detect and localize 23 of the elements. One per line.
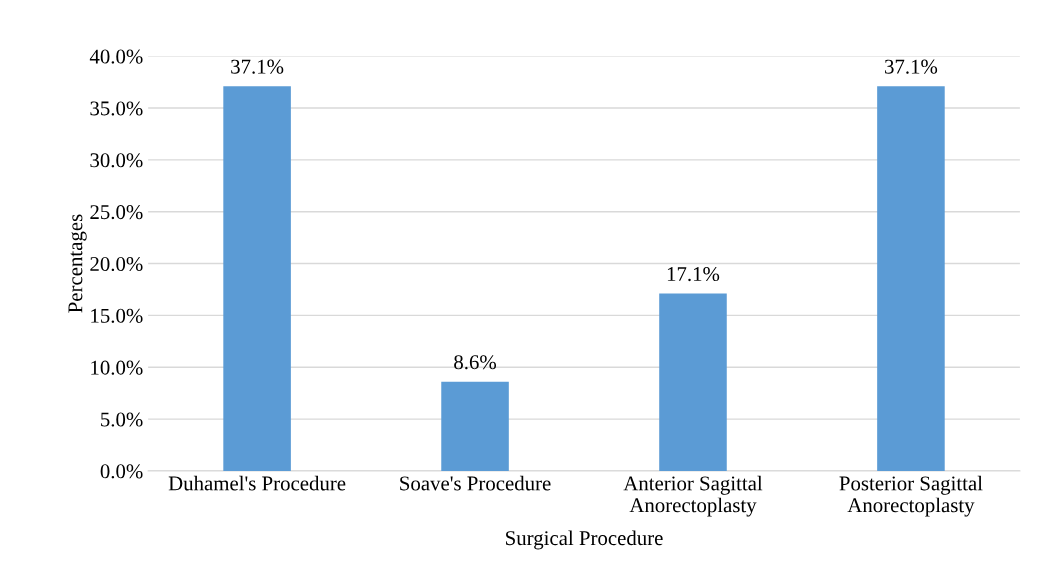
data-label: 8.6% (454, 355, 497, 370)
y-tick-label: 25.0% (90, 205, 143, 220)
data-label: 17.1% (667, 266, 720, 282)
y-tick-label: 0.0% (100, 464, 143, 479)
x-tick-label: Duhamel's Procedure (168, 475, 346, 491)
x-tick-label: Posterior Sagittal Anorectoplasty (839, 475, 983, 517)
y-tick-label: 5.0% (101, 412, 143, 427)
data-label: 37.1% (885, 59, 938, 74)
x-tick-label: Soave's Procedure (400, 475, 551, 491)
y-tick-label: 20.0% (90, 256, 143, 272)
y-tick-label: 10.0% (91, 360, 143, 375)
bar (659, 293, 727, 471)
y-tick-label: 30.0% (90, 153, 143, 168)
x-tick-label: Anterior Sagittal Anorectoplasty (623, 475, 763, 517)
data-label: 37.1% (231, 59, 284, 74)
bar (877, 86, 945, 471)
y-tick-label: 40.0% (89, 49, 143, 64)
y-tick-label: 35.0% (90, 101, 143, 116)
y-tick-label: 15.0% (91, 308, 143, 323)
bar (223, 86, 291, 471)
x-axis-title: Surgical Procedure (506, 530, 663, 550)
y-axis-title: Percentages (68, 214, 87, 313)
bar (441, 381, 509, 471)
